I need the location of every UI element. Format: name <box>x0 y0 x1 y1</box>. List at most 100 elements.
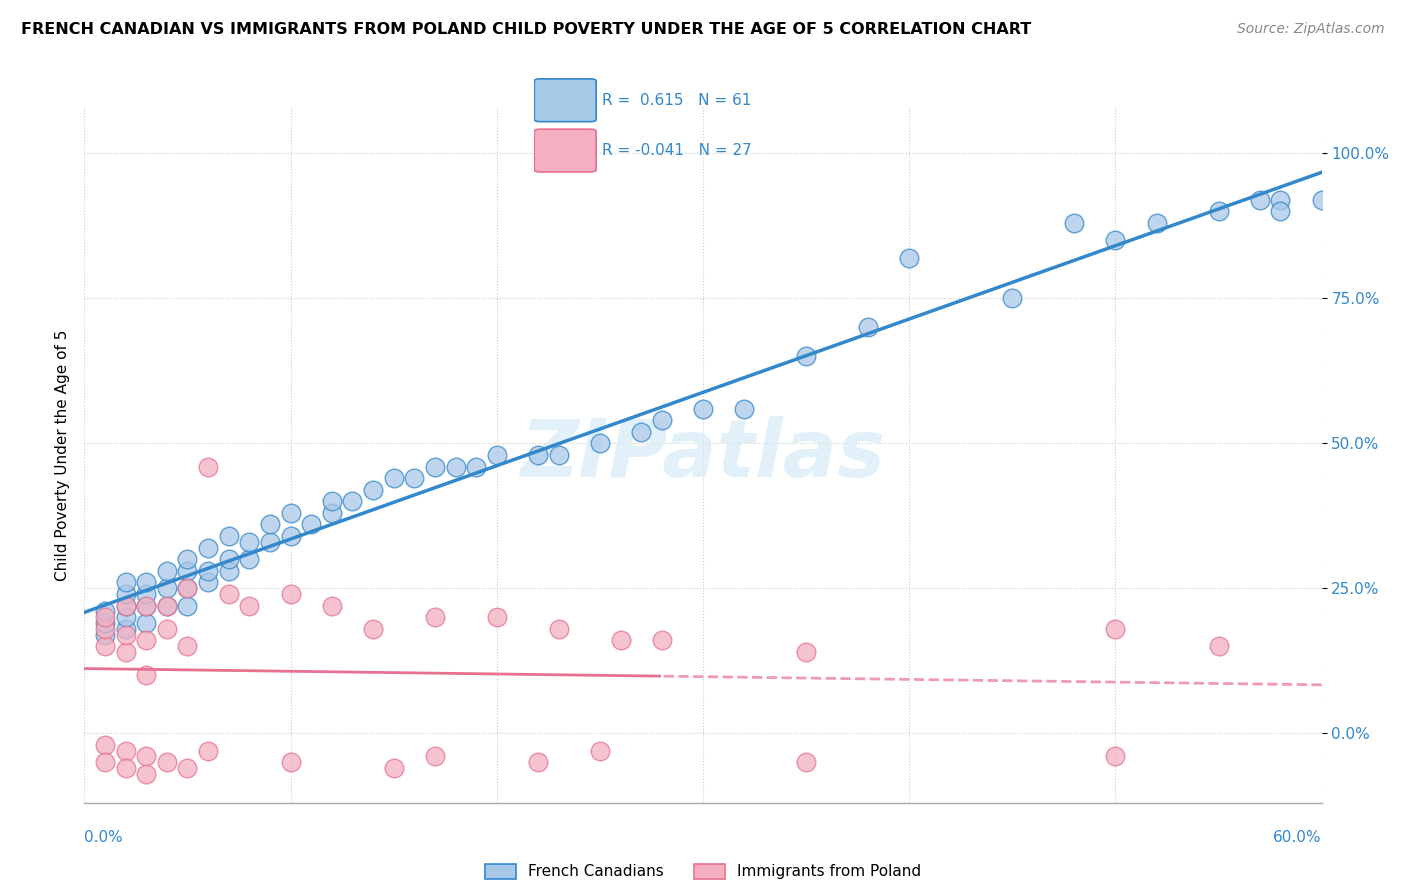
Point <box>382 471 405 485</box>
Point <box>176 552 198 566</box>
Point <box>197 575 219 590</box>
Point <box>589 744 612 758</box>
Point <box>280 506 302 520</box>
Point <box>114 610 136 624</box>
Text: R = -0.041   N = 27: R = -0.041 N = 27 <box>602 143 752 158</box>
Point <box>733 401 755 416</box>
Point <box>1249 193 1271 207</box>
Point <box>238 534 260 549</box>
Point <box>135 766 157 781</box>
Point <box>114 628 136 642</box>
Text: ZIPatlas: ZIPatlas <box>520 416 886 494</box>
Point <box>794 350 817 364</box>
Point <box>589 436 612 450</box>
Point <box>135 633 157 648</box>
Legend: French Canadians, Immigrants from Poland: French Canadians, Immigrants from Poland <box>479 857 927 886</box>
Point <box>898 251 921 265</box>
Point <box>361 622 384 636</box>
Point <box>94 610 117 624</box>
Text: 60.0%: 60.0% <box>1274 830 1322 845</box>
Point <box>135 668 157 682</box>
Point <box>280 755 302 769</box>
Point <box>794 645 817 659</box>
Point <box>135 615 157 630</box>
Point <box>423 459 446 474</box>
Point <box>238 552 260 566</box>
Point <box>382 761 405 775</box>
Point <box>218 564 240 578</box>
Point <box>527 448 550 462</box>
Point <box>94 615 117 630</box>
Point <box>1208 204 1230 219</box>
Point <box>527 755 550 769</box>
Point <box>1208 639 1230 653</box>
FancyBboxPatch shape <box>534 129 596 172</box>
Point <box>1270 193 1292 207</box>
Point <box>156 599 179 613</box>
Point <box>114 645 136 659</box>
Point <box>692 401 714 416</box>
Point <box>176 639 198 653</box>
Point <box>485 448 508 462</box>
Point <box>197 459 219 474</box>
Point <box>1063 216 1085 230</box>
Point <box>114 622 136 636</box>
Point <box>156 564 179 578</box>
Text: Source: ZipAtlas.com: Source: ZipAtlas.com <box>1237 22 1385 37</box>
Point <box>176 564 198 578</box>
FancyBboxPatch shape <box>534 78 596 121</box>
Point <box>218 552 240 566</box>
Point <box>238 599 260 613</box>
Point <box>218 529 240 543</box>
Point <box>176 582 198 596</box>
Point <box>299 517 322 532</box>
Y-axis label: Child Poverty Under the Age of 5: Child Poverty Under the Age of 5 <box>55 329 70 581</box>
Point <box>259 517 281 532</box>
Point <box>135 575 157 590</box>
Point <box>197 541 219 555</box>
Point <box>609 633 631 648</box>
Point <box>259 534 281 549</box>
Point <box>114 599 136 613</box>
Point <box>197 744 219 758</box>
Point <box>342 494 364 508</box>
Point <box>135 749 157 764</box>
Point <box>218 587 240 601</box>
Text: 0.0%: 0.0% <box>84 830 124 845</box>
Point <box>1270 204 1292 219</box>
Point <box>156 755 179 769</box>
Point <box>651 633 673 648</box>
Point <box>94 622 117 636</box>
Point <box>280 587 302 601</box>
Point <box>114 587 136 601</box>
Point <box>547 622 569 636</box>
Point <box>114 761 136 775</box>
Point <box>280 529 302 543</box>
Point <box>135 599 157 613</box>
Point <box>1001 291 1024 305</box>
Point <box>176 582 198 596</box>
Point <box>197 564 219 578</box>
Point <box>465 459 488 474</box>
Text: FRENCH CANADIAN VS IMMIGRANTS FROM POLAND CHILD POVERTY UNDER THE AGE OF 5 CORRE: FRENCH CANADIAN VS IMMIGRANTS FROM POLAN… <box>21 22 1032 37</box>
Point <box>114 575 136 590</box>
Point <box>1104 749 1126 764</box>
Point <box>651 413 673 427</box>
Point <box>321 506 343 520</box>
Point <box>156 599 179 613</box>
Point <box>135 599 157 613</box>
Point <box>423 610 446 624</box>
Point <box>135 587 157 601</box>
Point <box>361 483 384 497</box>
Point <box>444 459 467 474</box>
Point <box>94 755 117 769</box>
Point <box>321 599 343 613</box>
Point <box>1104 622 1126 636</box>
Point <box>1104 233 1126 247</box>
Point <box>94 605 117 619</box>
Point <box>156 622 179 636</box>
Point <box>114 599 136 613</box>
Point <box>321 494 343 508</box>
Point <box>176 599 198 613</box>
Point <box>114 744 136 758</box>
